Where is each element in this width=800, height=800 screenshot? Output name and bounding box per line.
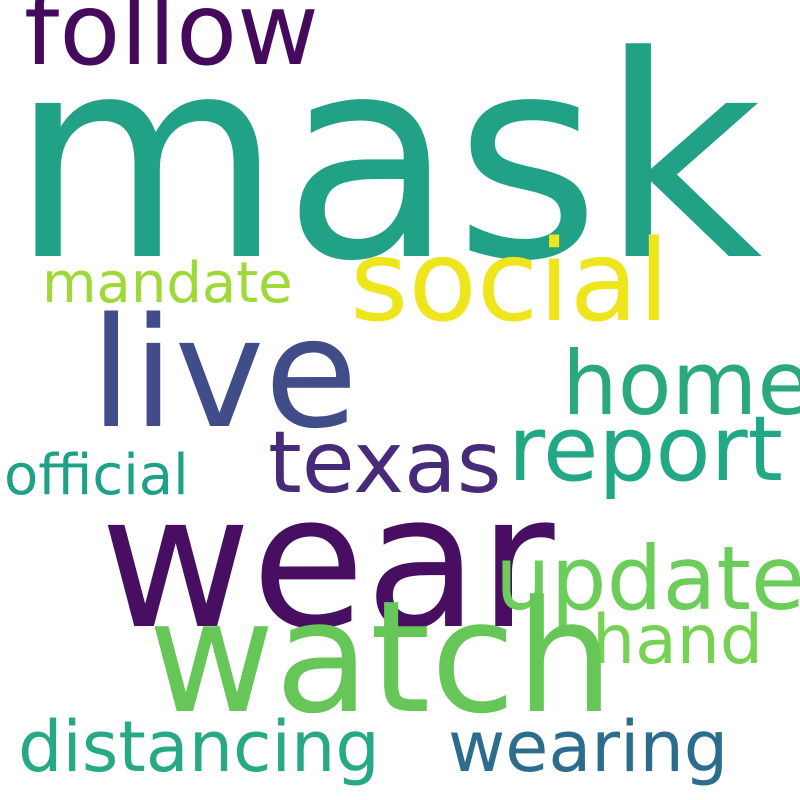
word-mandate: mandate: [42, 251, 293, 316]
word-live: live: [90, 285, 358, 462]
word-home: home: [562, 332, 800, 435]
word-hand: hand: [592, 601, 764, 680]
word-update: update: [495, 527, 800, 630]
word-wear: wear: [100, 454, 555, 670]
word-wearing: wearing: [448, 706, 729, 788]
word-watch: watch: [148, 567, 614, 748]
word-distancing: distancing: [18, 706, 380, 788]
word-official: official: [4, 443, 189, 508]
word-texas: texas: [268, 413, 502, 513]
word-mask: mask: [10, 0, 763, 323]
word-follow: follow: [24, 0, 319, 88]
word-report: report: [508, 397, 783, 502]
word-social: social: [350, 217, 670, 347]
